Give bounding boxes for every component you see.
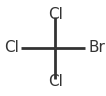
Text: Cl: Cl <box>4 41 19 55</box>
Text: Cl: Cl <box>48 7 63 22</box>
Text: Br: Br <box>88 41 105 55</box>
Text: Cl: Cl <box>48 74 63 89</box>
